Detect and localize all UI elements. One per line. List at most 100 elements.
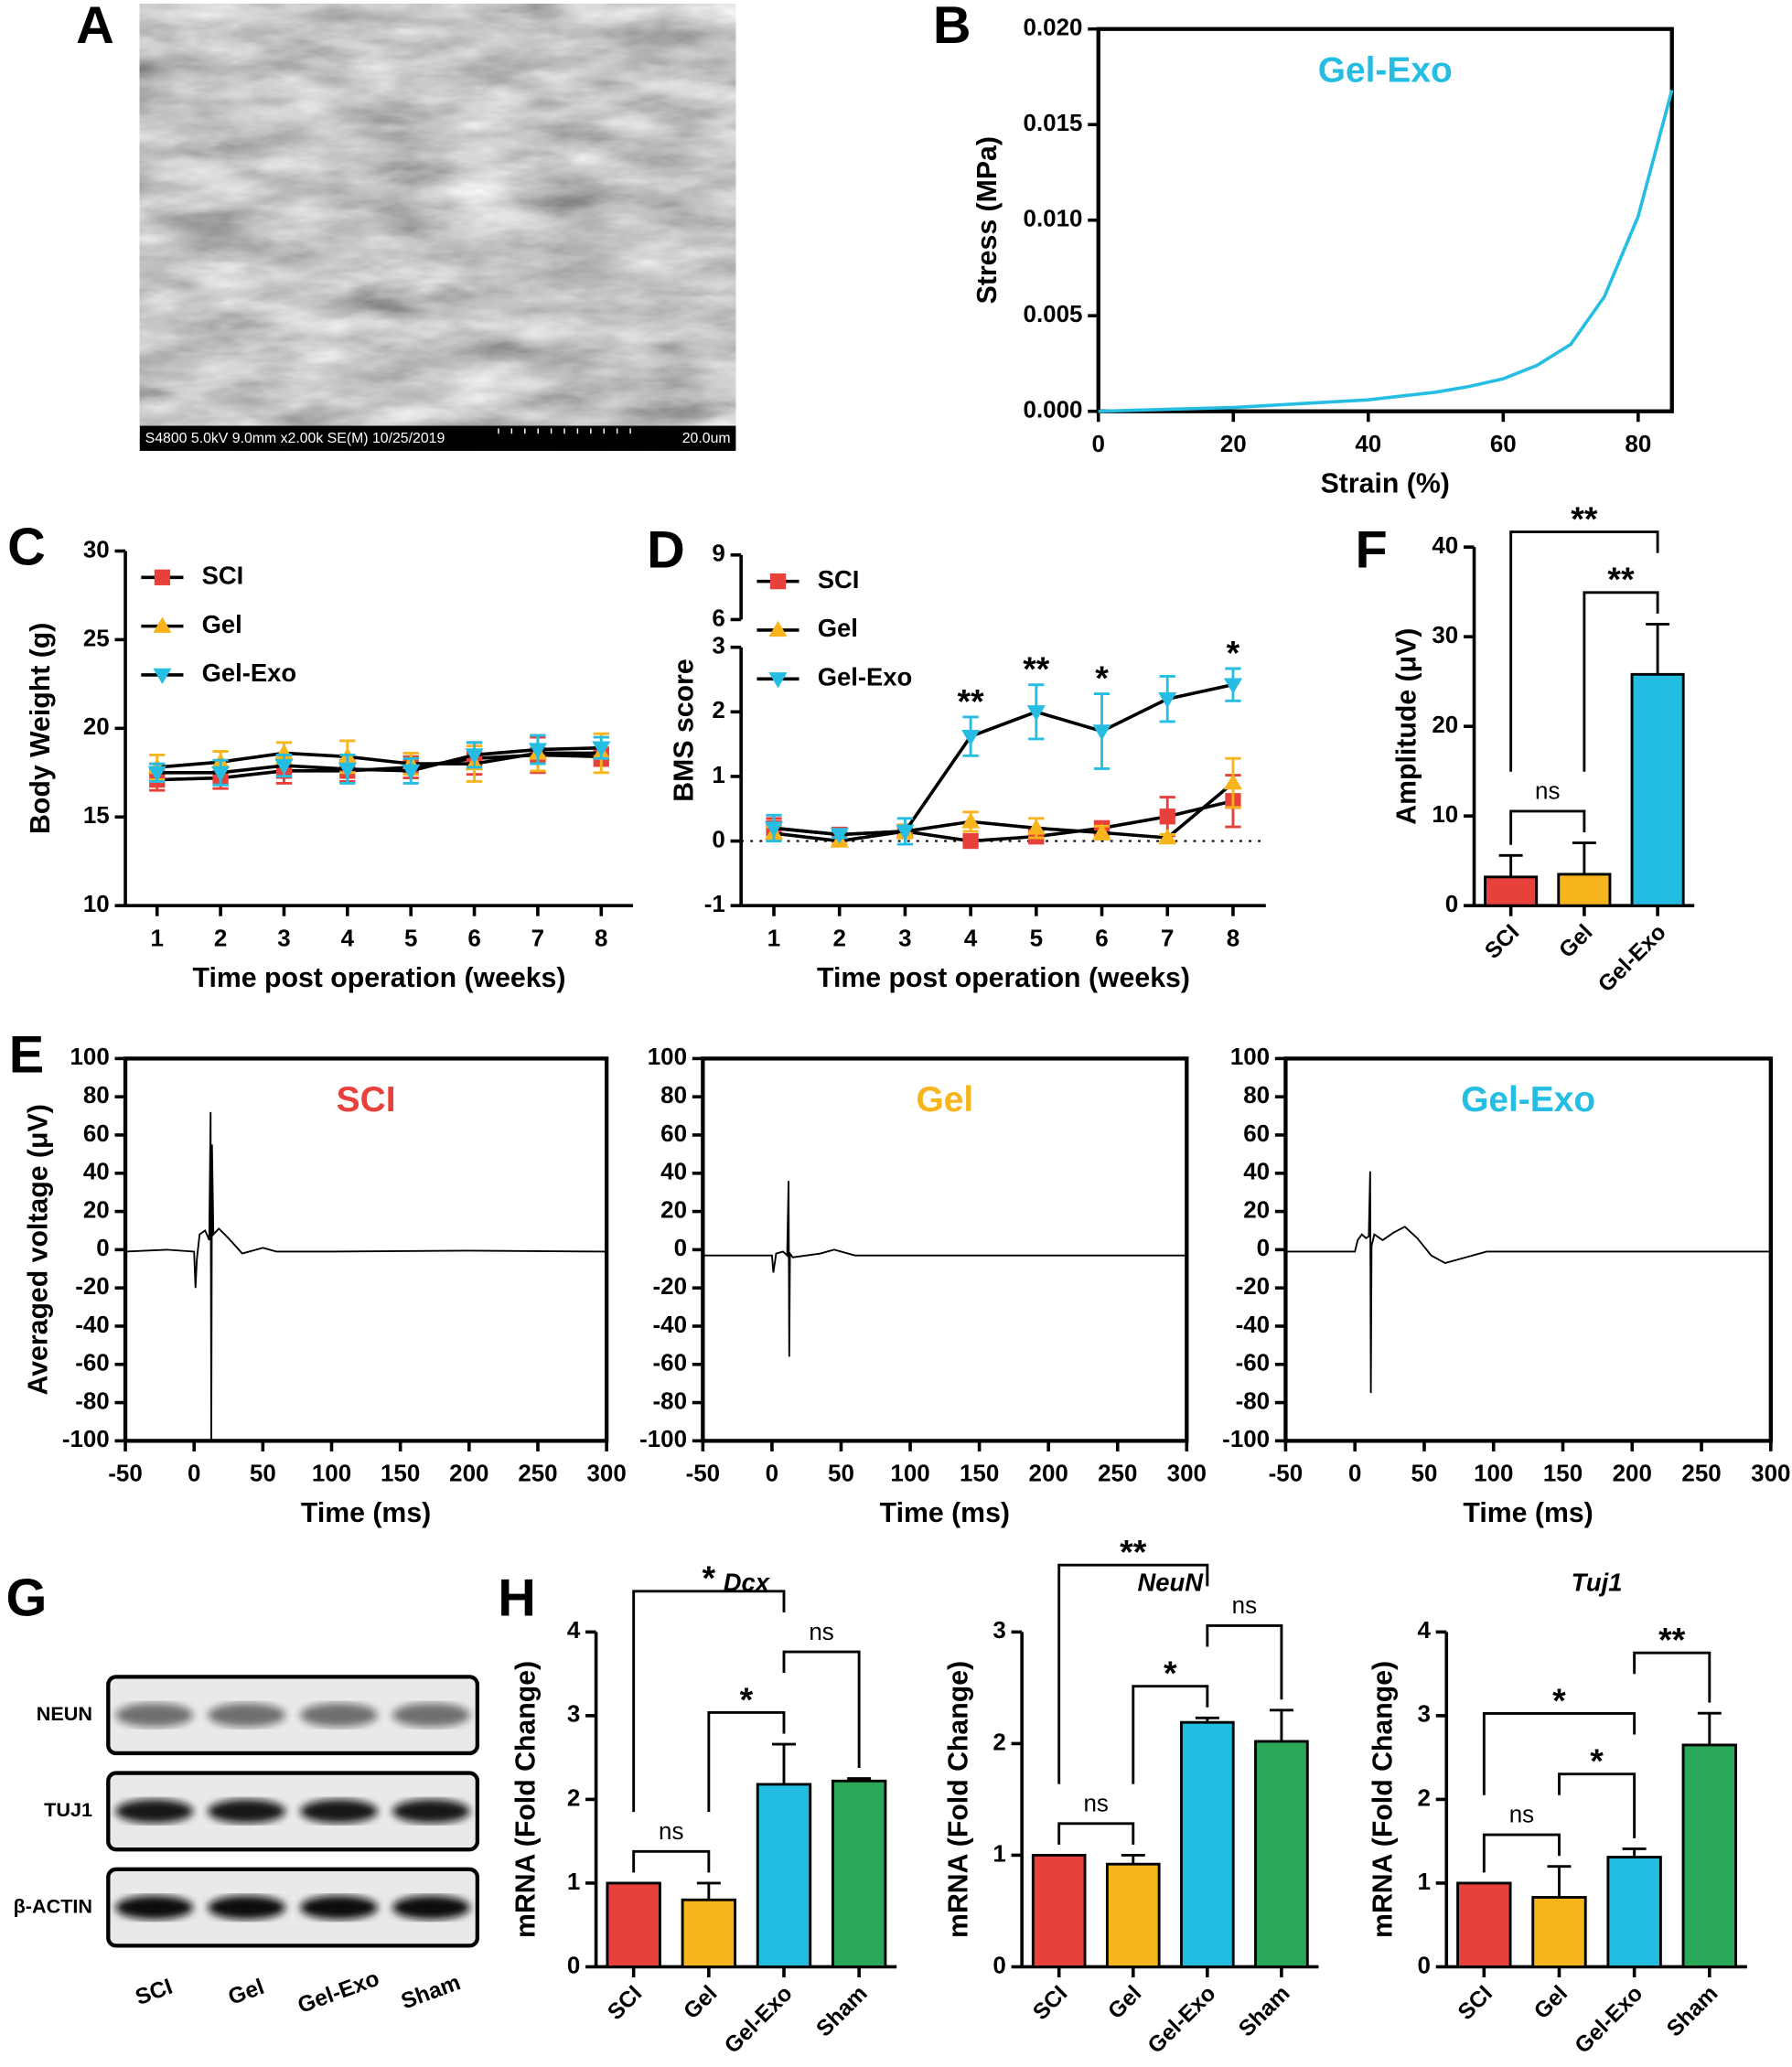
y-tick-label: 60 <box>660 1121 687 1147</box>
x-tick-label: Sham <box>1662 1981 1722 2041</box>
chart-title: Tuj1 <box>1572 1569 1623 1597</box>
y-tick-label: 20 <box>660 1197 687 1223</box>
x-tick-label: Gel-Exo <box>1571 1981 1648 2059</box>
bar <box>1456 1881 1512 1968</box>
blot-band <box>115 1799 194 1824</box>
x-tick-label: 300 <box>1751 1462 1790 1487</box>
x-axis-label: Time (ms) <box>301 1498 431 1528</box>
x-tick-label: 5 <box>1030 926 1043 952</box>
bar <box>1630 672 1685 907</box>
data-point <box>830 828 849 844</box>
significance-label: ns <box>1232 1593 1257 1619</box>
data-point <box>1026 819 1046 835</box>
legend-marker <box>768 672 788 689</box>
blot-band <box>208 1895 286 1920</box>
data-line <box>773 781 1235 843</box>
bar <box>756 1783 812 1968</box>
legend-label: Gel <box>916 1080 973 1119</box>
y-axis-label: Stress (MPa) <box>972 136 1003 304</box>
y-tick-label: 0.005 <box>1024 302 1083 327</box>
data-line <box>125 1111 607 1441</box>
legend-marker <box>154 569 171 585</box>
significance-label: ns <box>1084 1792 1109 1817</box>
data-point <box>1223 773 1243 790</box>
y-tick-label: 15 <box>83 803 110 829</box>
data-point <box>962 832 979 850</box>
data-point <box>1223 678 1243 694</box>
significance-label: ns <box>1535 779 1560 805</box>
y-tick-label: 1 <box>567 1869 580 1895</box>
y-tick-label: 0 <box>993 1953 1005 1978</box>
y-tick-label: 40 <box>660 1160 687 1185</box>
x-tick-label: Gel <box>1103 1981 1146 2024</box>
data-point <box>147 766 166 782</box>
data-line <box>156 745 602 775</box>
comparison-bracket <box>1132 1685 1209 1784</box>
significance-label: * <box>1590 1741 1604 1780</box>
significance-label: * <box>1164 1654 1177 1692</box>
panel-letter: A <box>76 0 114 55</box>
blot-band <box>208 1799 286 1824</box>
significance-label: ns <box>659 1819 683 1845</box>
bar <box>831 1779 887 1968</box>
x-tick-label: 40 <box>1355 432 1381 457</box>
legend-label: Gel-Exo <box>1461 1080 1595 1119</box>
legend-marker <box>769 573 787 590</box>
comparison-bracket <box>632 1849 711 1873</box>
y-tick-label: 2 <box>567 1785 580 1811</box>
y-axis-label: Averaged voltage (μV) <box>23 1104 53 1395</box>
comparison-bracket <box>1482 1833 1561 1873</box>
comparison-bracket <box>632 1590 786 1813</box>
comparison-bracket <box>782 1650 861 1769</box>
sem-image <box>139 4 736 451</box>
blot-frame <box>106 1771 480 1852</box>
x-tick-label: Sham <box>1234 1981 1294 2041</box>
y-tick-label: -100 <box>1222 1427 1270 1452</box>
x-tick-label: 2 <box>832 926 845 952</box>
x-tick-label: 50 <box>1411 1462 1438 1487</box>
legend-marker <box>153 616 172 633</box>
y-tick-label: 0 <box>1445 892 1458 917</box>
data-point <box>465 748 484 765</box>
comparison-bracket <box>1633 1651 1712 1703</box>
x-tick-label: 6 <box>1095 926 1108 952</box>
y-tick-label: -80 <box>653 1388 688 1414</box>
comparison-bracket <box>1057 1822 1135 1845</box>
x-tick-label: Gel-Exo <box>720 1981 798 2059</box>
y-tick-label: -60 <box>1236 1351 1271 1376</box>
x-tick-label: 6 <box>467 926 480 952</box>
y-tick-label: -20 <box>75 1274 110 1300</box>
error-bar <box>1646 622 1670 675</box>
y-tick-label: 80 <box>1243 1083 1270 1108</box>
x-tick-label: 60 <box>1490 432 1517 457</box>
y-tick-label: 0.020 <box>1024 16 1083 41</box>
y-tick-label: 10 <box>1432 802 1458 828</box>
y-axis-label: Body Weight (g) <box>26 623 56 834</box>
x-tick-label: 20 <box>1220 432 1247 457</box>
error-bar <box>1622 1847 1647 1858</box>
y-tick-label: 1 <box>1418 1869 1431 1895</box>
y-tick-label: 4 <box>1418 1618 1432 1644</box>
x-tick-label: 0 <box>766 1462 778 1487</box>
x-tick-label: SCI <box>1028 1981 1072 2025</box>
blot-band <box>392 1703 470 1728</box>
x-tick-label: 7 <box>1161 926 1174 952</box>
bar <box>1606 1856 1662 1968</box>
significance-label: ** <box>1658 1620 1686 1658</box>
y-tick-label: -60 <box>75 1351 110 1376</box>
x-tick-label: 100 <box>1474 1462 1513 1487</box>
lane-label: Gel-Exo <box>295 1966 382 2019</box>
x-tick-label: 5 <box>404 926 417 952</box>
x-tick-label: 0 <box>188 1462 200 1487</box>
bar <box>1531 1896 1587 1968</box>
lane-label: Gel <box>225 1975 267 2010</box>
error-bar <box>1572 841 1596 874</box>
y-tick-label: 2 <box>993 1730 1005 1755</box>
x-tick-label: -50 <box>108 1462 143 1487</box>
bar <box>1180 1720 1235 1968</box>
comparison-bracket <box>1509 809 1586 845</box>
y-tick-label: 0.015 <box>1024 111 1083 136</box>
significance-label: ** <box>1023 649 1050 688</box>
